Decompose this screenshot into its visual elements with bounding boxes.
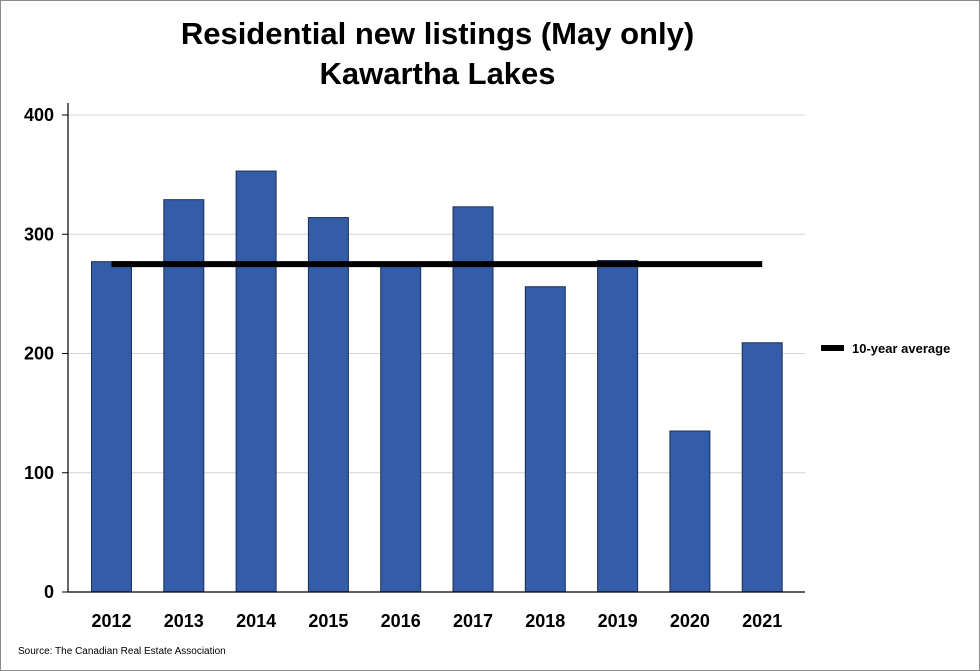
bars: [91, 170, 783, 593]
x-tick-label: 2012: [91, 611, 131, 631]
y-tick-label: 400: [24, 105, 54, 125]
axes: [62, 103, 805, 593]
bar-2014: [235, 170, 277, 593]
x-tick-label: 2017: [453, 611, 493, 631]
bar-2017: [452, 206, 494, 593]
bar-2016: [380, 263, 422, 593]
x-tick-label: 2020: [670, 611, 710, 631]
x-tick-label: 2016: [381, 611, 421, 631]
chart-subtitle: Kawartha Lakes: [319, 56, 556, 91]
legend: 10-year average: [821, 341, 950, 356]
bar-2018: [524, 286, 566, 593]
x-tick-label: 2018: [525, 611, 565, 631]
y-tick-label: 0: [44, 582, 54, 602]
y-tick-label: 300: [24, 224, 54, 244]
y-tick-label: 200: [24, 344, 54, 364]
bar-2013: [163, 199, 205, 593]
bar-2021: [741, 342, 783, 593]
source-note: Source: The Canadian Real Estate Associa…: [18, 646, 226, 657]
chart-title: Residential new listings (May only): [180, 16, 695, 51]
y-tick-label: 100: [24, 463, 54, 483]
bar-2019: [597, 259, 639, 593]
legend-label: 10-year average: [852, 341, 950, 356]
x-tick-label: 2013: [164, 611, 204, 631]
y-tick-labels: 0 100 200 300 400: [24, 105, 54, 602]
bar-2012: [91, 261, 132, 593]
x-tick-label: 2021: [742, 611, 782, 631]
bar-2020: [669, 430, 711, 593]
x-tick-label: 2015: [308, 611, 348, 631]
bar-2015: [307, 217, 349, 593]
x-tick-label: 2019: [598, 611, 638, 631]
x-tick-label: 2014: [236, 611, 276, 631]
x-tick-labels: 2012 2013 2014 2015 2016 2017 2018 2019 2020 2021: [91, 611, 782, 631]
